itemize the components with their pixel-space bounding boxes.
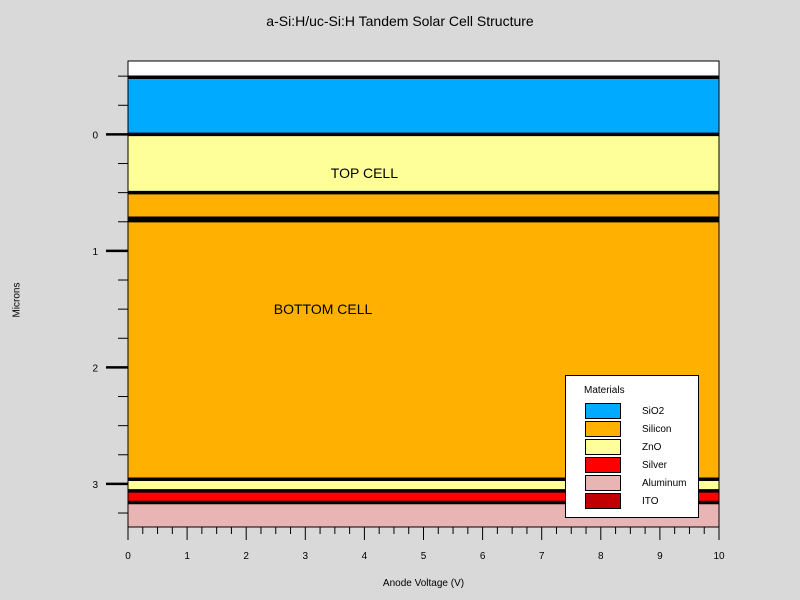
legend-label: Silver [642, 460, 668, 471]
legend-item-zno: ZnO [585, 439, 695, 457]
x-tick-label: 8 [598, 551, 604, 562]
legend-swatch [585, 439, 621, 455]
y-tick-label: 3 [92, 480, 98, 491]
legend-item-ito: ITO [585, 493, 695, 511]
layer-silicon [128, 192, 719, 219]
chart-title: a-Si:H/uc-Si:H Tandem Solar Cell Structu… [266, 13, 534, 29]
x-tick-label: 2 [243, 551, 249, 562]
x-tick-label: 3 [303, 551, 309, 562]
y-tick-label: 1 [92, 247, 98, 258]
legend-item-aluminum: Aluminum [585, 475, 695, 493]
x-tick-label: 0 [125, 551, 131, 562]
layer-zno [128, 134, 719, 193]
legend-swatch [585, 457, 621, 473]
x-tick-label: 5 [421, 551, 427, 562]
annotation-bottom-cell: BOTTOM CELL [274, 301, 373, 317]
layer-silver [128, 490, 719, 503]
x-tick-label: 6 [480, 551, 486, 562]
y-tick-label: 2 [92, 363, 98, 374]
x-tick-label: 7 [539, 551, 545, 562]
legend-item-sio2: SiO2 [585, 403, 695, 421]
legend-item-silver: Silver [585, 457, 695, 475]
layer-zno [128, 479, 719, 491]
legend-label: Aluminum [642, 478, 687, 489]
legend-label: SiO2 [642, 406, 665, 417]
x-tick-label: 9 [657, 551, 663, 562]
legend-swatch [585, 403, 621, 419]
legend-label: ITO [642, 496, 659, 507]
layer-none [128, 61, 719, 78]
legend-swatch [585, 475, 621, 491]
layer-sio2 [128, 77, 719, 135]
annotation-top-cell: TOP CELL [331, 165, 398, 181]
legend-swatch [585, 421, 621, 437]
legend-label: ZnO [642, 442, 662, 453]
x-tick-label: 1 [184, 551, 190, 562]
legend-swatch [585, 493, 621, 509]
materials-legend: Materials SiO2 Silicon ZnO Silver Alumin… [565, 375, 699, 518]
x-tick-label: 4 [362, 551, 368, 562]
y-tick-label: 0 [92, 130, 98, 141]
legend-label: Silicon [642, 424, 672, 435]
x-axis-label: Anode Voltage (V) [382, 578, 465, 589]
x-tick-label: 10 [713, 551, 725, 562]
legend-item-silicon: Silicon [585, 421, 695, 439]
legend-title: Materials [584, 385, 625, 396]
